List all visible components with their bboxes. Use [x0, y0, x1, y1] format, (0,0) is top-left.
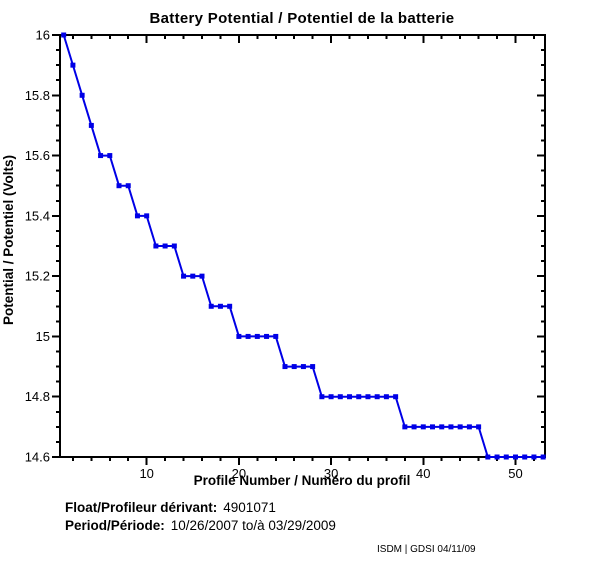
- y-tick-label: 15.4: [25, 208, 50, 223]
- data-point-marker: [254, 333, 260, 339]
- data-point-marker: [374, 394, 380, 400]
- data-point-marker: [88, 122, 94, 128]
- period-label: Period/Période:: [65, 518, 165, 533]
- data-point-marker: [199, 273, 205, 279]
- data-series-battery-potential: [61, 32, 546, 460]
- data-point-marker: [402, 424, 408, 430]
- chart-title: Battery Potential / Potentiel de la batt…: [150, 10, 455, 27]
- period-info-line: Period/Période: 10/26/2007 to/à 03/29/200…: [65, 518, 336, 533]
- data-point-marker: [328, 394, 334, 400]
- x-tick-label: 50: [508, 466, 522, 481]
- data-point-marker: [190, 273, 196, 279]
- axes: 10 20 30 40 50 16 15.8 15.6 15.4 15.2 15 14.8 14.6: [25, 28, 546, 481]
- data-point-marker: [383, 394, 389, 400]
- data-point-marker: [107, 153, 113, 159]
- x-tick-label: 40: [416, 466, 430, 481]
- data-point-marker: [236, 333, 242, 339]
- data-point-marker: [531, 454, 537, 460]
- data-point-marker: [116, 183, 122, 189]
- data-point-marker: [457, 424, 463, 430]
- data-point-marker: [70, 62, 76, 68]
- data-point-marker: [282, 364, 288, 370]
- data-point-marker: [134, 213, 140, 219]
- data-point-marker: [227, 303, 233, 309]
- y-axis-label: Potential / Potentiel (Volts): [1, 155, 16, 325]
- y-tick-label: 16: [36, 28, 50, 43]
- data-point-marker: [319, 394, 325, 400]
- y-tick-label: 14.8: [25, 389, 50, 404]
- data-point-marker: [503, 454, 509, 460]
- x-tick-label: 10: [139, 466, 153, 481]
- data-point-marker: [439, 424, 445, 430]
- data-point-marker: [365, 394, 371, 400]
- period-value: 10/26/2007 to/à 03/29/2009: [171, 518, 336, 533]
- data-point-marker: [466, 424, 472, 430]
- y-tick-label: 15: [36, 329, 50, 344]
- data-point-marker: [337, 394, 343, 400]
- data-point-marker: [393, 394, 399, 400]
- data-point-marker: [171, 243, 177, 249]
- data-point-marker: [430, 424, 436, 430]
- data-point-marker: [485, 454, 491, 460]
- x-tick-label: 30: [324, 466, 338, 481]
- data-point-marker: [512, 454, 518, 460]
- float-value: 4901071: [223, 500, 276, 515]
- data-point-marker: [61, 32, 67, 38]
- data-point-marker: [208, 303, 214, 309]
- data-point-marker: [98, 153, 104, 159]
- y-tick-label: 15.2: [25, 269, 50, 284]
- data-point-marker: [162, 243, 168, 249]
- data-point-marker: [217, 303, 223, 309]
- data-point-marker: [264, 333, 270, 339]
- float-label: Float/Profileur dérivant:: [65, 500, 217, 515]
- data-point-marker: [540, 454, 546, 460]
- data-point-marker: [494, 454, 500, 460]
- y-tick-label: 15.6: [25, 148, 50, 163]
- y-tick-label: 15.8: [25, 88, 50, 103]
- battery-potential-line: [62, 34, 544, 458]
- data-point-marker: [181, 273, 187, 279]
- data-point-marker: [79, 92, 85, 98]
- x-axis-label: Profile Number / Numéro du profil: [194, 473, 411, 488]
- footer-credit: ISDM | GDSI 04/11/09: [377, 544, 476, 555]
- data-point-marker: [300, 364, 306, 370]
- data-point-marker: [448, 424, 454, 430]
- data-point-marker: [273, 333, 279, 339]
- data-point-marker: [125, 183, 131, 189]
- data-point-marker: [245, 333, 251, 339]
- data-point-marker: [347, 394, 353, 400]
- data-point-marker: [356, 394, 362, 400]
- data-point-marker: [420, 424, 426, 430]
- data-point-marker: [144, 213, 150, 219]
- y-tick-label: 14.6: [25, 450, 50, 465]
- data-point-marker: [310, 364, 316, 370]
- x-tick-label: 20: [232, 466, 246, 481]
- data-point-marker: [411, 424, 417, 430]
- data-point-marker: [476, 424, 482, 430]
- float-info-line: Float/Profileur dérivant: 4901071: [65, 500, 276, 515]
- data-point-marker: [522, 454, 528, 460]
- data-point-marker: [153, 243, 159, 249]
- data-point-marker: [291, 364, 297, 370]
